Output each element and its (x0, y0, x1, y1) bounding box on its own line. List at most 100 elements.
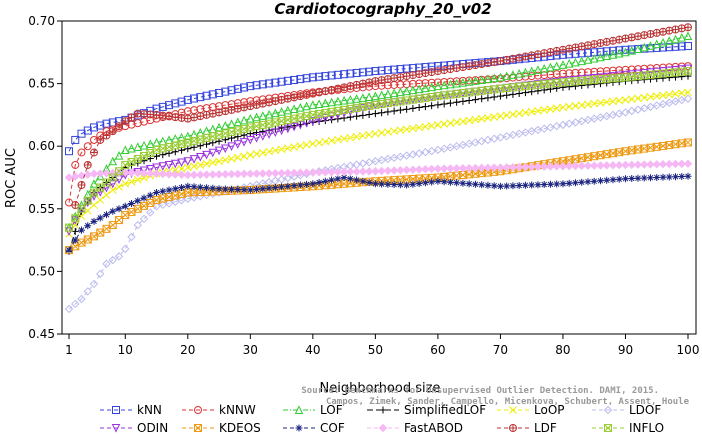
data-point (446, 77, 455, 86)
x-tick-label: 40 (305, 343, 320, 357)
data-point (552, 70, 561, 79)
data-point (408, 165, 418, 174)
data-point (533, 71, 542, 80)
data-point (396, 87, 405, 97)
data-point (258, 111, 268, 120)
data-point (89, 279, 99, 289)
data-point (589, 53, 599, 63)
data-point (208, 90, 217, 99)
x-tick-label: 30 (243, 343, 258, 357)
data-point (621, 65, 630, 74)
data-point (339, 167, 349, 177)
data-point (252, 149, 261, 158)
data-point (509, 182, 517, 190)
data-point (415, 180, 423, 188)
data-point (483, 74, 493, 84)
data-point (453, 98, 461, 106)
data-point (283, 144, 292, 153)
data-point (640, 174, 648, 182)
data-point (133, 220, 142, 230)
data-point (314, 168, 324, 177)
data-point (652, 92, 661, 100)
data-point (683, 94, 693, 103)
data-point (677, 89, 686, 97)
data-point (190, 183, 198, 191)
data-point (502, 71, 511, 81)
data-point (221, 156, 230, 164)
legend-marker (112, 406, 120, 414)
legend-marker (194, 406, 202, 414)
data-point (278, 183, 286, 191)
data-point (233, 84, 242, 93)
legend-item-knn: kNN (100, 403, 162, 417)
data-point (471, 61, 480, 70)
data-point (390, 65, 399, 74)
data-point (684, 138, 692, 147)
data-point (145, 164, 155, 174)
data-point (671, 90, 680, 98)
data-point (521, 108, 530, 117)
data-point (653, 174, 661, 181)
data-point (227, 154, 236, 163)
data-point (340, 83, 349, 92)
data-point (171, 166, 180, 174)
data-point (490, 93, 498, 101)
data-point (264, 109, 274, 119)
data-point (540, 49, 549, 58)
data-point (170, 159, 180, 169)
data-point (553, 180, 561, 188)
data-point (258, 80, 267, 89)
data-point (678, 172, 686, 180)
data-point (283, 168, 293, 178)
data-point (209, 184, 217, 192)
data-point (290, 182, 298, 190)
legend-label: COF (320, 421, 345, 434)
data-point (621, 160, 630, 170)
data-point (515, 182, 523, 190)
data-point (365, 111, 373, 119)
data-point (327, 85, 336, 94)
data-point (440, 178, 448, 186)
data-point (539, 79, 549, 88)
data-point (371, 91, 380, 101)
data-point (71, 214, 80, 223)
data-point (277, 107, 286, 116)
data-point (453, 179, 461, 187)
data-point (684, 67, 692, 76)
data-point (496, 57, 505, 66)
data-point (359, 177, 367, 185)
data-point (358, 79, 367, 88)
data-point (252, 100, 261, 109)
data-point (183, 107, 192, 116)
data-point (534, 107, 542, 115)
data-point (590, 177, 598, 185)
data-point (108, 156, 118, 166)
data-point (352, 132, 361, 141)
data-point (521, 52, 530, 61)
data-point (146, 208, 155, 217)
data-point (639, 68, 649, 78)
data-point (403, 181, 411, 189)
data-point (115, 167, 124, 176)
data-point (346, 82, 355, 91)
data-point (371, 110, 379, 118)
legend-marker (509, 406, 517, 414)
data-point (608, 36, 617, 45)
data-point (615, 160, 624, 170)
data-point (502, 163, 511, 172)
data-point (627, 106, 636, 116)
data-point (558, 162, 568, 171)
data-point (202, 110, 211, 119)
data-point (265, 147, 273, 156)
data-point (271, 146, 280, 155)
data-point (671, 173, 679, 181)
data-point (502, 55, 511, 64)
x-tick-label: 70 (493, 343, 508, 357)
data-point (239, 138, 249, 147)
data-point (333, 96, 343, 106)
series-line (68, 35, 689, 228)
data-point (359, 131, 367, 140)
data-point (102, 183, 111, 193)
data-point (408, 71, 417, 80)
data-point (671, 65, 680, 75)
